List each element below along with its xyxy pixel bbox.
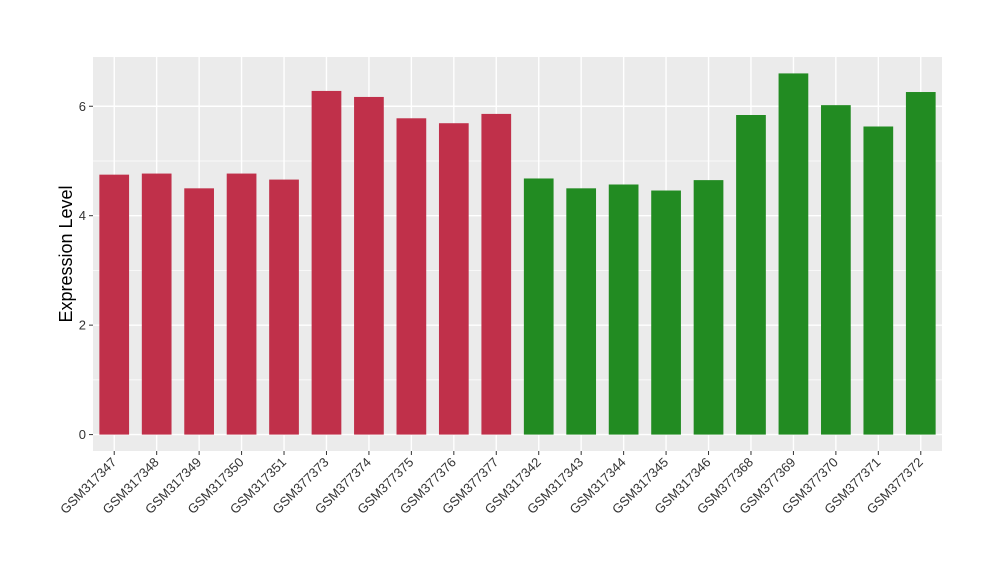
bar-GSM317347 <box>99 174 130 435</box>
bar-GSM377372 <box>905 92 936 435</box>
bars <box>99 73 936 435</box>
y-tick-label: 4 <box>79 208 86 223</box>
y-axis: 0 2 4 6 <box>79 99 93 442</box>
bar-GSM377376 <box>438 123 469 435</box>
bar-GSM317351 <box>269 179 299 435</box>
bar-GSM317342 <box>523 178 554 435</box>
bar-GSM377374 <box>354 96 384 435</box>
y-axis-title: Expression Level <box>56 185 76 322</box>
bar-GSM377371 <box>863 126 894 435</box>
bar-GSM377373 <box>311 90 342 435</box>
bar-GSM317349 <box>184 188 214 435</box>
bar-GSM377369 <box>778 73 809 435</box>
bar-GSM317343 <box>566 188 597 435</box>
y-tick-label: 0 <box>79 427 86 442</box>
bar-GSM377377 <box>481 113 512 435</box>
bar-GSM317348 <box>141 173 172 435</box>
bar-GSM377370 <box>821 105 851 435</box>
bar-GSM317350 <box>226 173 257 435</box>
bar-GSM317344 <box>608 184 639 435</box>
bar-GSM377375 <box>396 118 427 435</box>
plot-panel <box>93 57 942 451</box>
bar-GSM377368 <box>736 115 766 435</box>
bar-GSM317345 <box>651 190 681 435</box>
bar-GSM317346 <box>693 180 724 435</box>
y-tick-label: 6 <box>79 99 86 114</box>
x-axis: GSM317347GSM317348GSM317349GSM317350GSM3… <box>57 451 926 517</box>
y-tick-label: 2 <box>79 318 86 333</box>
